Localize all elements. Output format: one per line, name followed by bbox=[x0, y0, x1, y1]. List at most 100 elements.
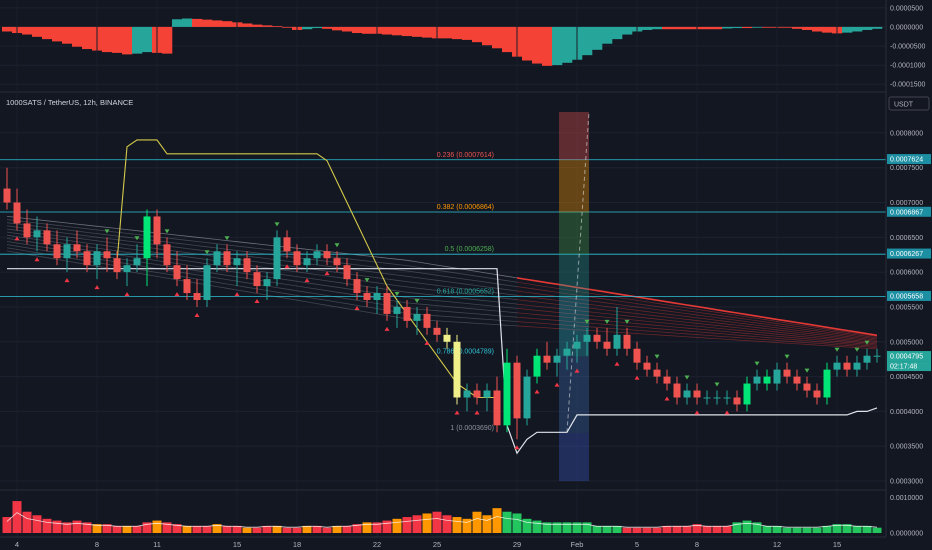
volume-bar bbox=[622, 527, 632, 533]
price-axis[interactable]: USDT 0.0008000 0.0007500 0.0007000 0.000650… bbox=[885, 0, 932, 538]
buy-signal-marker bbox=[164, 229, 170, 234]
candle-body bbox=[403, 306, 411, 321]
sell-signal-marker bbox=[234, 292, 240, 297]
volume-bar bbox=[592, 525, 602, 533]
candle-body bbox=[853, 362, 861, 370]
candle-body bbox=[143, 216, 151, 259]
candle-body bbox=[513, 362, 521, 419]
ribbon-line-red bbox=[516, 312, 878, 346]
sell-signal-marker bbox=[94, 285, 100, 290]
candle-body bbox=[113, 258, 121, 273]
candle-body bbox=[133, 258, 141, 266]
volume-bar bbox=[662, 525, 672, 533]
oscillator-bar bbox=[2, 26, 13, 32]
candle-body bbox=[393, 306, 401, 314]
volume-bar bbox=[352, 524, 362, 533]
volume-bar bbox=[452, 517, 462, 533]
volume-bar bbox=[582, 522, 592, 533]
volume-bar bbox=[232, 525, 242, 533]
osc-tick-label: 0.0000500 bbox=[890, 5, 923, 12]
time-tick-label: 11 bbox=[153, 540, 161, 549]
sell-signal-marker bbox=[664, 396, 670, 401]
candle-body bbox=[253, 272, 261, 287]
volume-bar bbox=[242, 527, 252, 533]
oscillator-bar bbox=[642, 26, 653, 30]
candle-body bbox=[653, 369, 661, 377]
candle-body bbox=[93, 251, 101, 266]
price-tag-label: 0.0006867 bbox=[890, 209, 923, 216]
candle-body bbox=[583, 334, 591, 342]
oscillator-bar bbox=[112, 26, 123, 53]
candle-body bbox=[713, 397, 721, 399]
oscillator-bar bbox=[842, 26, 853, 33]
price-tick-label: 0.0008000 bbox=[890, 130, 923, 137]
currency-button[interactable]: USDT bbox=[888, 96, 930, 111]
oscillator-bar bbox=[762, 26, 773, 28]
candlesticks[interactable] bbox=[3, 167, 881, 440]
candle-body bbox=[873, 355, 881, 357]
buy-signal-marker bbox=[854, 347, 860, 352]
oscillator-bar bbox=[122, 26, 133, 55]
fib-level-label: 1 (0.0003690) bbox=[450, 425, 494, 432]
oscillator-bar bbox=[352, 26, 363, 34]
time-axis[interactable]: 4 8 11 15 18 22 25 29 Feb 5 8 12 15 bbox=[0, 536, 886, 549]
price-tag-label: 0.0007624 bbox=[890, 157, 923, 164]
price-tick-label: 0.0006000 bbox=[890, 270, 923, 277]
buy-signal-marker bbox=[684, 375, 690, 380]
oscillator-bar bbox=[802, 26, 813, 30]
candle-body bbox=[763, 376, 771, 384]
candle-body bbox=[423, 313, 431, 328]
buy-signal-marker bbox=[274, 222, 280, 227]
candle-body bbox=[163, 244, 171, 266]
volume-bar bbox=[562, 522, 572, 533]
volume-bar bbox=[32, 515, 42, 533]
price-tick-label: 0.0003500 bbox=[890, 444, 923, 451]
volume-bar bbox=[132, 525, 142, 533]
oscillator-bar bbox=[792, 26, 803, 29]
oscillator-bar bbox=[82, 26, 93, 50]
oscillator-bar bbox=[492, 26, 503, 49]
oscillator-bar bbox=[222, 21, 233, 27]
volume-bar bbox=[422, 513, 432, 533]
oscillator-bar bbox=[392, 26, 403, 36]
fib-level-label: 0.618 (0.0005652) bbox=[437, 288, 494, 295]
ribbon-line-red bbox=[516, 277, 878, 337]
candle-body bbox=[413, 313, 421, 321]
oscillator-bar bbox=[412, 26, 423, 37]
fib-retracement[interactable]: 0.236 (0.0007614) 0.382 (0.0006864) 0.5 (0… bbox=[0, 152, 886, 432]
volume-bar bbox=[142, 522, 152, 533]
countdown-label: 02:17:48 bbox=[890, 364, 917, 371]
candle-body bbox=[463, 390, 471, 398]
volume-bar bbox=[102, 524, 112, 533]
price-tick-label: 0.0004000 bbox=[890, 409, 923, 416]
oscillator-bar bbox=[322, 26, 333, 29]
oscillator-bar bbox=[402, 26, 413, 37]
oscillator-bar bbox=[542, 26, 553, 66]
fib-color-zone bbox=[559, 111, 590, 482]
ribbon-line-grey bbox=[6, 228, 518, 296]
volume-bar bbox=[742, 520, 752, 533]
oscillator-bar bbox=[282, 26, 293, 28]
time-tick-label: 15 bbox=[833, 540, 841, 549]
time-tick-label: 8 bbox=[95, 540, 99, 549]
price-tag bbox=[887, 290, 931, 301]
oscillator-bar bbox=[652, 26, 663, 30]
indicator-lines bbox=[7, 139, 878, 455]
price-tick-label: 0.0005000 bbox=[890, 339, 923, 346]
oscillator-bar bbox=[32, 26, 43, 37]
currency-button-box bbox=[888, 96, 930, 111]
time-tick-label: 5 bbox=[635, 540, 639, 549]
volume-bar bbox=[322, 527, 332, 533]
oscillator-bar bbox=[422, 26, 433, 38]
buy-signal-marker bbox=[224, 236, 230, 241]
ma-ribbon bbox=[6, 216, 878, 350]
price-tag-label: 0.0004795 bbox=[890, 354, 923, 361]
time-tick-label: 8 bbox=[695, 540, 699, 549]
buy-signal-marker bbox=[784, 354, 790, 359]
sell-signal-marker bbox=[174, 292, 180, 297]
price-tag-label: 0.0005658 bbox=[890, 293, 923, 300]
oscillator-bar bbox=[272, 26, 283, 27]
symbol-title[interactable]: 1000SATS / TetherUS, 12h, BINANCE bbox=[6, 98, 133, 107]
